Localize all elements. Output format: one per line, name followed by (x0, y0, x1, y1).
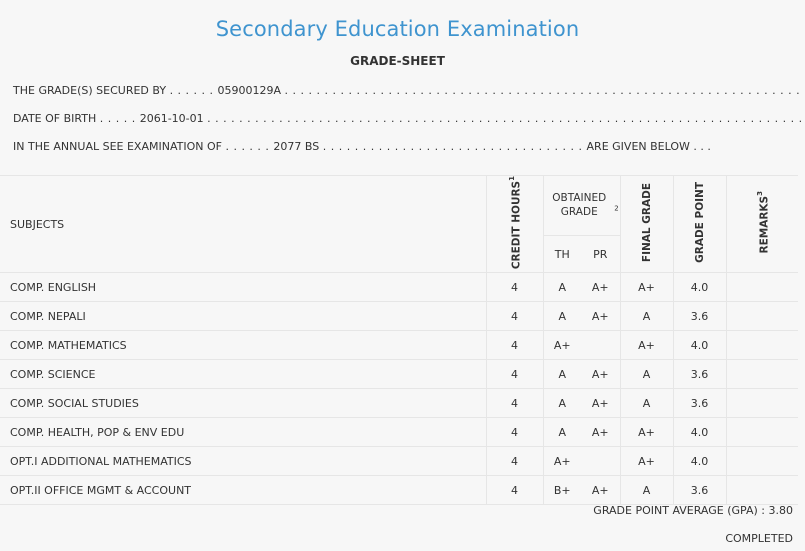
credit-cell: 4 (485, 330, 544, 361)
exam-suffix: ARE GIVEN BELOW . . . (586, 140, 711, 153)
credit-cell: 4 (485, 359, 544, 390)
credit-cell: 4 (485, 475, 544, 506)
remarks-cell (726, 475, 798, 506)
subject-cell: OPT.II OFFICE MGMT & ACCOUNT (0, 475, 486, 506)
remarks-cell (726, 446, 798, 477)
gpa-label: GRADE POINT AVERAGE (GPA) : (593, 504, 765, 517)
subject-cell: COMP. SOCIAL STUDIES (0, 388, 486, 419)
final-grade-cell: A+ (619, 272, 674, 303)
remarks-cell (726, 417, 798, 448)
th-grade-cell: A (543, 388, 581, 419)
pr-grade-cell: A+ (581, 475, 620, 506)
remarks-cell (726, 330, 798, 361)
page-title: Secondary Education Examination (215, 17, 580, 41)
grade-point-cell: 3.6 (673, 301, 727, 332)
exam-line: IN THE ANNUAL SEE EXAMINATION OF . . . .… (13, 140, 711, 153)
pr-grade-cell: A+ (581, 301, 620, 332)
credit-cell: 4 (485, 417, 544, 448)
final-grade-cell: A+ (619, 417, 674, 448)
grade-point-cell: 4.0 (673, 272, 727, 303)
table-row: COMP. HEALTH, POP & ENV EDU 4 A A+ A+ 4.0 (0, 417, 798, 448)
dob-value: 2061-10-01 (139, 112, 204, 125)
pr-grade-cell: A+ (581, 417, 620, 448)
subjects-header: SUBJECTS (0, 174, 486, 274)
th-grade-cell: A (543, 301, 581, 332)
table-row: COMP. SOCIAL STUDIES 4 A A+ A 3.6 (0, 388, 798, 419)
status-text: COMPLETED (725, 532, 793, 545)
table-row: COMP. MATHEMATICS 4 A+ A+ 4.0 (0, 330, 798, 361)
grade-point-header: GRADE POINT (673, 174, 727, 274)
final-grade-header: FINAL GRADE (619, 174, 674, 274)
subject-cell: COMP. ENGLISH (0, 272, 486, 303)
th-grade-cell: A+ (543, 330, 581, 361)
pr-grade-cell: A+ (581, 388, 620, 419)
table-row: COMP. NEPALI 4 A A+ A 3.6 (0, 301, 798, 332)
pr-grade-cell: A+ (581, 272, 620, 303)
remarks-cell (726, 359, 798, 390)
symbol-number: 05900129A (217, 84, 282, 97)
remarks-header: REMARKS3 (726, 174, 798, 274)
subject-cell: COMP. SCIENCE (0, 359, 486, 390)
grade-point-cell: 3.6 (673, 475, 727, 506)
table-row: OPT.II OFFICE MGMT & ACCOUNT 4 B+ A+ A 3.6 (0, 475, 798, 506)
dob-line: DATE OF BIRTH . . . . . 2061-10-01 . . .… (13, 112, 805, 125)
exam-label: IN THE ANNUAL SEE EXAMINATION OF (13, 140, 222, 153)
final-grade-cell: A (619, 359, 674, 390)
grade-point-cell: 4.0 (673, 330, 727, 361)
table-row: COMP. ENGLISH 4 A A+ A+ 4.0 (0, 272, 798, 303)
credit-cell: 4 (485, 272, 544, 303)
page-subtitle: GRADE-SHEET (350, 54, 445, 68)
final-grade-cell: A (619, 301, 674, 332)
final-grade-cell: A (619, 388, 674, 419)
gpa-line: GRADE POINT AVERAGE (GPA) : 3.80 (593, 504, 793, 517)
grade-point-cell: 4.0 (673, 417, 727, 448)
subject-cell: OPT.I ADDITIONAL MATHEMATICS (0, 446, 486, 477)
table-row: OPT.I ADDITIONAL MATHEMATICS 4 A+ A+ 4.0 (0, 446, 798, 477)
secured-by-label: THE GRADE(S) SECURED BY (13, 84, 167, 97)
gpa-value: 3.80 (768, 504, 794, 517)
grade-point-cell: 3.6 (673, 388, 727, 419)
grade-point-cell: 4.0 (673, 446, 727, 477)
th-grade-cell: A+ (543, 446, 581, 477)
secured-by-line: THE GRADE(S) SECURED BY . . . . . . 0590… (13, 84, 805, 97)
remarks-cell (726, 388, 798, 419)
th-header: TH (543, 235, 581, 274)
remarks-cell (726, 301, 798, 332)
exam-year: 2077 BS (273, 140, 320, 153)
table-row: COMP. SCIENCE 4 A A+ A 3.6 (0, 359, 798, 390)
remarks-cell (726, 272, 798, 303)
obtained-grade-header: OBTAINED GRADE 2 (543, 175, 620, 236)
pr-grade-cell (581, 330, 620, 361)
grade-table: SUBJECTS CREDIT HOURS1 OBTAINED GRADE 2 F… (0, 174, 798, 506)
dob-label: DATE OF BIRTH (13, 112, 97, 125)
credit-cell: 4 (485, 446, 544, 477)
th-grade-cell: A (543, 417, 581, 448)
pr-grade-cell (581, 446, 620, 477)
subject-cell: COMP. MATHEMATICS (0, 330, 486, 361)
credit-cell: 4 (485, 388, 544, 419)
credit-hours-header: CREDIT HOURS1 (485, 174, 544, 274)
final-grade-cell: A+ (619, 330, 674, 361)
pr-header: PR (581, 235, 620, 274)
th-grade-cell: A (543, 272, 581, 303)
th-grade-cell: A (543, 359, 581, 390)
subject-cell: COMP. NEPALI (0, 301, 486, 332)
final-grade-cell: A (619, 475, 674, 506)
subject-cell: COMP. HEALTH, POP & ENV EDU (0, 417, 486, 448)
credit-cell: 4 (485, 301, 544, 332)
th-grade-cell: B+ (543, 475, 581, 506)
grade-point-cell: 3.6 (673, 359, 727, 390)
final-grade-cell: A+ (619, 446, 674, 477)
pr-grade-cell: A+ (581, 359, 620, 390)
